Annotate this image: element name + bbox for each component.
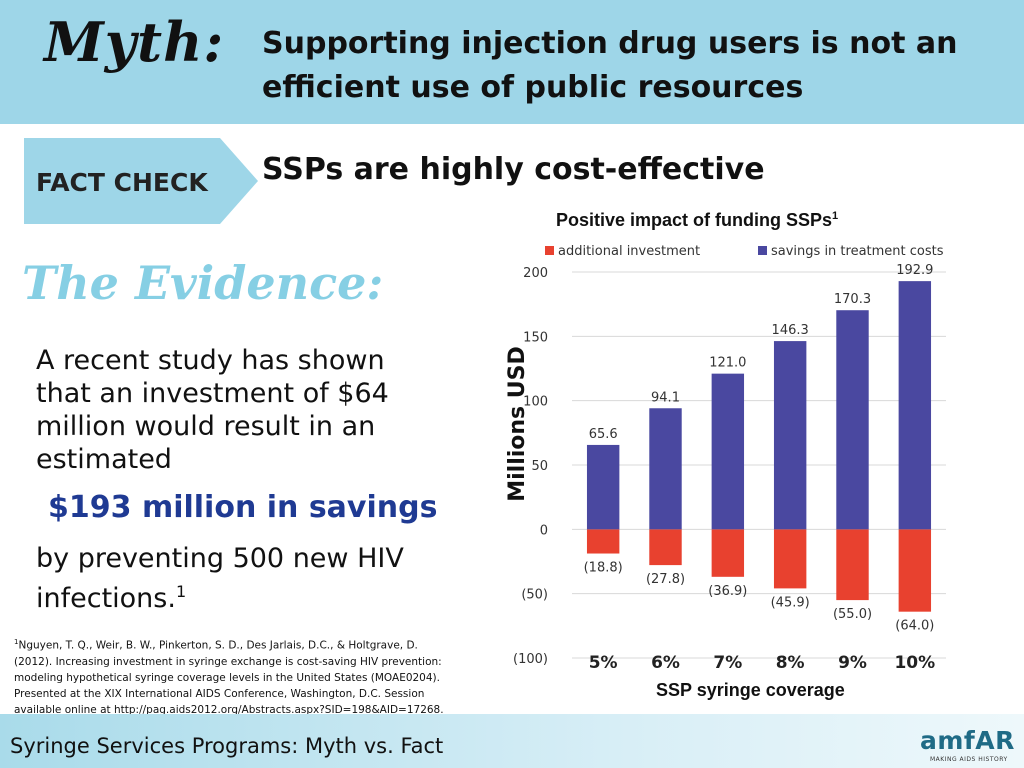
data-label: 146.3 xyxy=(772,323,809,338)
y-tick-label: 100 xyxy=(523,395,548,410)
x-axis-label: SSP syringe coverage xyxy=(656,680,845,700)
data-label: (55.0) xyxy=(833,607,872,622)
evidence-body-conclusion: by preventing 500 new HIV infections.1 xyxy=(36,542,436,615)
data-label: (27.8) xyxy=(646,572,685,587)
bar-savings xyxy=(773,341,807,530)
bar-chart: additional investment savings in treatmen… xyxy=(505,244,946,673)
chart-data-labels: (18.8) 65.6 (27.8) 94.1 (36.9) 121.0 (45.9) 146… xyxy=(584,263,935,634)
bar-investment xyxy=(649,529,682,566)
y-tick-label: 0 xyxy=(540,523,548,538)
footnote-marker: 1 xyxy=(175,582,187,601)
legend-swatch xyxy=(545,246,554,255)
citation-footnote: 1Nguyen, T. Q., Weir, B. W., Pinkerton, … xyxy=(14,634,454,718)
data-label: 94.1 xyxy=(651,390,680,405)
y-tick-label: 200 xyxy=(523,266,548,281)
amfar-logo: amfAR xyxy=(920,726,1015,755)
data-label: 170.3 xyxy=(834,292,871,307)
legend-label: savings in treatment costs xyxy=(771,244,944,259)
conclusion-text: by preventing 500 new HIV infections. xyxy=(36,543,404,614)
chart-title-text: Positive impact of funding SSPs xyxy=(556,210,833,230)
myth-label: Myth: xyxy=(44,10,225,74)
data-label: 65.6 xyxy=(589,427,618,442)
chart-legend: additional investment savings in treatmen… xyxy=(545,244,944,259)
fact-check-label: FACT CHECK xyxy=(36,168,208,197)
y-axis-label: Millions USD xyxy=(505,346,530,502)
data-label: (64.0) xyxy=(895,619,934,634)
bar-investment xyxy=(711,529,745,577)
fact-check-arrow-badge xyxy=(24,138,258,224)
y-tick-label: (100) xyxy=(513,652,548,667)
x-tick-label: 8% xyxy=(776,653,805,673)
myth-headline: Supporting injection drug users is not a… xyxy=(262,26,958,105)
bar-savings xyxy=(586,444,620,530)
y-tick-label: 50 xyxy=(531,459,548,474)
data-label: 192.9 xyxy=(896,263,933,278)
chart-bars xyxy=(586,281,932,612)
x-axis-ticks: 5% 6% 7% 8% 9% 10% xyxy=(589,653,935,673)
x-tick-label: 9% xyxy=(838,653,867,673)
amfar-logo-tagline: MAKING AIDS HISTORY xyxy=(930,756,1008,763)
data-label: 121.0 xyxy=(709,356,746,371)
data-label: (18.8) xyxy=(584,561,623,576)
y-tick-label: (50) xyxy=(521,588,548,603)
x-tick-label: 7% xyxy=(713,653,742,673)
data-label: (45.9) xyxy=(771,595,810,610)
chart-gridlines xyxy=(572,271,946,659)
bar-savings xyxy=(898,281,932,530)
x-tick-label: 10% xyxy=(894,653,935,673)
legend-swatch xyxy=(758,246,767,255)
bar-investment xyxy=(773,529,807,589)
header-banner xyxy=(0,0,1024,124)
fact-statement: SSPs are highly cost-effective xyxy=(262,152,765,187)
y-axis-ticks: 200 150 100 50 0 (50) (100) xyxy=(513,266,548,667)
bar-savings xyxy=(711,373,745,530)
bar-savings xyxy=(649,408,682,530)
x-tick-label: 6% xyxy=(651,653,680,673)
bar-investment xyxy=(586,529,620,554)
y-tick-label: 150 xyxy=(523,330,548,345)
legend-label: additional investment xyxy=(558,244,700,259)
footer-banner xyxy=(0,714,1024,768)
chart-title-marker: 1 xyxy=(832,210,839,222)
bar-savings xyxy=(836,310,869,530)
citation-text: Nguyen, T. Q., Weir, B. W., Pinkerton, S… xyxy=(14,639,444,716)
footer-title: Syringe Services Programs: Myth vs. Fact xyxy=(10,734,444,758)
bar-investment xyxy=(836,529,869,601)
chart-title: Positive impact of funding SSPs1 xyxy=(556,210,838,231)
savings-highlight: $193 million in savings xyxy=(48,490,438,525)
data-label: (36.9) xyxy=(708,584,747,599)
evidence-heading: The Evidence: xyxy=(22,256,384,310)
x-tick-label: 5% xyxy=(589,653,618,673)
evidence-body-text: A recent study has shown that an investm… xyxy=(36,345,389,475)
bar-investment xyxy=(898,529,932,612)
citation-marker: 1 xyxy=(14,638,19,646)
